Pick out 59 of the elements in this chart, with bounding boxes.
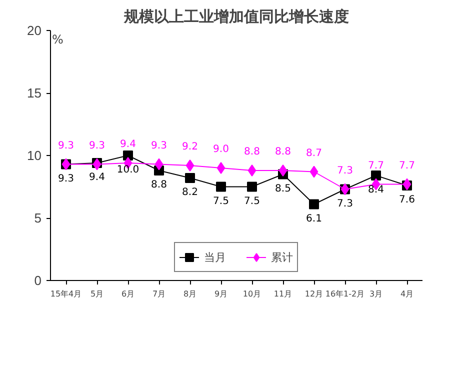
- data-label: 8.4: [368, 184, 384, 196]
- y-tick-label: 15: [27, 86, 42, 100]
- data-label: 8.8: [244, 146, 260, 158]
- data-label: 7.5: [244, 196, 260, 207]
- y-tick-label: 20: [27, 23, 42, 38]
- point: [216, 182, 226, 192]
- y-axis-title: %: [52, 32, 64, 46]
- legend-label: 累计: [271, 250, 293, 264]
- point: [185, 173, 195, 183]
- data-label: 9.3: [151, 140, 167, 152]
- data-label: 7.3: [337, 165, 353, 176]
- point: [371, 170, 381, 180]
- data-label: 9.2: [182, 142, 198, 152]
- point: [248, 164, 256, 176]
- x-tick-label: 11月: [274, 290, 292, 298]
- y-tick-label: 5: [34, 210, 42, 226]
- data-label: 7.3: [337, 198, 353, 210]
- x-tick-label: 6月: [121, 290, 135, 298]
- x-tick-label: 16年1-2月: [325, 290, 365, 298]
- x-tick-label: 4月: [400, 290, 414, 298]
- data-label: 8.2: [182, 187, 198, 198]
- point: [216, 162, 226, 174]
- y-tick-label: 10: [27, 148, 42, 163]
- legend-label: 当月: [204, 250, 226, 264]
- data-label: 9.4: [120, 139, 136, 150]
- point: [278, 164, 288, 176]
- point: [402, 178, 412, 190]
- x-tick-label: 5月: [90, 290, 104, 298]
- data-label: 7.7: [399, 160, 415, 172]
- data-label: 7.7: [368, 160, 384, 172]
- x-tick-label: 12月: [304, 290, 324, 298]
- data-label: 10.0: [116, 164, 140, 176]
- x-tick-label: 10月: [242, 290, 262, 298]
- data-label: 8.5: [275, 183, 291, 194]
- point: [92, 158, 102, 170]
- data-label: 7.5: [213, 196, 229, 207]
- point: [123, 150, 133, 160]
- data-label: 9.3: [89, 140, 105, 152]
- y-tick-label: 0: [34, 273, 42, 288]
- data-label: 8.8: [151, 180, 167, 190]
- point: [186, 160, 194, 172]
- data-label: 9.0: [213, 144, 229, 155]
- point: [247, 182, 257, 192]
- x-tick-label: 9月: [214, 290, 228, 298]
- data-label: 9.4: [89, 172, 105, 183]
- data-label: 8.7: [306, 148, 322, 159]
- data-label: 7.6: [399, 194, 415, 206]
- data-label: 8.8: [275, 146, 291, 158]
- data-label: 9.3: [58, 140, 74, 152]
- x-tick-label: 3月: [369, 290, 383, 298]
- x-tick-label: 15年4月: [50, 290, 82, 298]
- data-label: 9.3: [58, 173, 74, 184]
- x-tick-label: 8月: [183, 290, 197, 298]
- point: [309, 199, 319, 210]
- point: [310, 166, 318, 178]
- chart-title: 规模以上工业增加值同比增长速度: [123, 8, 349, 26]
- data-label: 6.1: [306, 213, 322, 224]
- point: [154, 158, 164, 170]
- x-tick-label: 7月: [152, 290, 166, 298]
